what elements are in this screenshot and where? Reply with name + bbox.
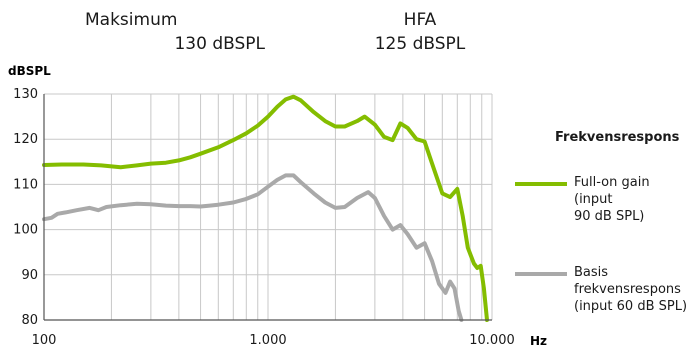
legend-label-basis-line1: Basis xyxy=(574,265,609,280)
y-tick-label: 130 xyxy=(13,87,38,102)
header-left-title: Maksimum xyxy=(85,10,178,30)
legend-item-full-on: Full-on gain (input 90 dB SPL) xyxy=(574,174,692,225)
series-lines xyxy=(42,94,489,322)
x-tick-label: 10.000 xyxy=(469,333,515,348)
axes: 80 90 100 110 120 130 100 1.000 10.000 xyxy=(13,87,515,348)
x-tick-label: 1.000 xyxy=(249,333,286,348)
y-axis-label: dBSPL xyxy=(8,64,51,78)
header-right-title: HFA xyxy=(403,10,437,30)
y-tick-label: 110 xyxy=(13,177,38,192)
header-right: HFA 125 dBSPL xyxy=(360,8,480,56)
legend-swatch-full-on xyxy=(515,182,567,186)
header-right-value: 125 dBSPL xyxy=(374,34,466,54)
legend-label-full-on-line2: 90 dB SPL) xyxy=(574,209,645,224)
legend-title: Frekvensrespons xyxy=(555,130,680,145)
legend-swatch-basis xyxy=(515,272,567,276)
x-axis-label: Hz xyxy=(530,334,547,348)
legend-label-basis-line2: frekvensrespons xyxy=(574,282,681,297)
legend-label-full-on-line1: Full-on gain (input xyxy=(574,175,650,207)
y-tick-label: 90 xyxy=(21,268,38,283)
header-left: Maksimum 130 dBSPL xyxy=(85,8,265,56)
y-tick-label: 80 xyxy=(21,313,38,328)
series-line-basis xyxy=(42,173,464,322)
y-tick-label: 100 xyxy=(13,223,38,238)
legend-item-basis: Basis frekvensrespons (input 60 dB SPL) xyxy=(574,264,687,315)
series-line-full-on xyxy=(42,94,489,322)
legend-label-basis-line3: (input 60 dB SPL) xyxy=(574,299,688,314)
header-left-value: 130 dBSPL xyxy=(174,34,265,54)
x-tick-label: 100 xyxy=(32,333,57,348)
y-tick-label: 120 xyxy=(13,132,38,147)
